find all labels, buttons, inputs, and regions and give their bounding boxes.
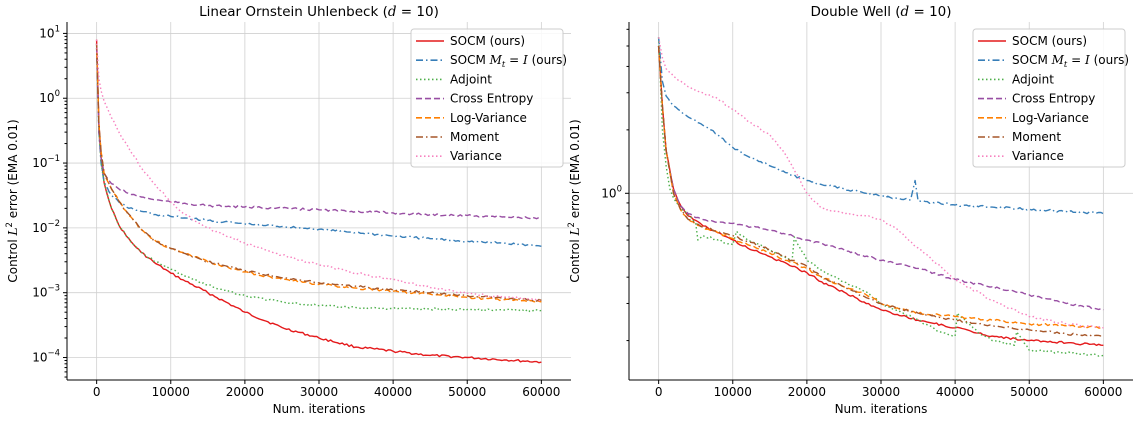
series-line-variance: [657, 37, 1104, 329]
x-tick-label: 60000: [522, 385, 560, 399]
y-tick-label: 10−4: [32, 349, 60, 365]
legend-label: Log-Variance: [1012, 111, 1089, 125]
series-line-socm-m-t-i-ours-: [95, 43, 542, 247]
x-tick-label: 20000: [226, 385, 264, 399]
legend-label: SOCM (ours): [1012, 34, 1087, 48]
y-axis-label: Control L2 error (EMA 0.01): [5, 119, 20, 282]
legend-frame: [410, 28, 564, 168]
series-line-cross-entropy: [657, 45, 1104, 311]
legend: SOCM (ours) SOCM Mt = I (ours) Adjoint Cros…: [410, 28, 567, 168]
legend: SOCM (ours) SOCM Mt = I (ours) Adjoint Cros…: [972, 28, 1129, 168]
legend-label: Variance: [1012, 149, 1064, 163]
legend-label: Variance: [450, 149, 502, 163]
legend-label: SOCM Mt = I (ours): [450, 53, 567, 70]
x-tick-label: 10000: [152, 385, 190, 399]
series-line-log-variance: [657, 45, 1104, 329]
series-line-moment: [95, 43, 542, 302]
legend-label: SOCM (ours): [450, 34, 525, 48]
legend-label: Cross Entropy: [450, 92, 533, 106]
x-tick-label: 10000: [714, 385, 752, 399]
legend-label: Adjoint: [1012, 72, 1054, 86]
chart-title: Linear Ornstein Uhlenbeck (d = 10): [199, 4, 439, 20]
y-axis-label: Control L2 error (EMA 0.01): [567, 119, 582, 282]
x-tick-label: 20000: [788, 385, 826, 399]
legend-label: Log-Variance: [450, 111, 527, 125]
x-axis-label: Num. iterations: [835, 402, 928, 416]
chart-panel-1: 0 10000 20000 30000 40000 50000 60000 10−4 10−3 1…: [5, 4, 571, 416]
series-line-cross-entropy: [95, 47, 542, 220]
x-tick-label: 60000: [1084, 385, 1122, 399]
x-tick-label: 40000: [374, 385, 412, 399]
x-tick-label: 0: [655, 385, 663, 399]
y-tick-label: 10−3: [32, 284, 60, 300]
y-tick-label: 100: [39, 89, 60, 105]
legend-frame: [972, 28, 1126, 168]
legend-label: Moment: [1012, 130, 1061, 144]
series-line-adjoint: [95, 47, 542, 313]
x-tick-label: 50000: [448, 385, 486, 399]
x-tick-label: 30000: [300, 385, 338, 399]
x-tick-label: 40000: [936, 385, 974, 399]
legend-label: Adjoint: [450, 72, 492, 86]
series-line-socm-ours-: [95, 39, 542, 364]
y-tick-label: 101: [39, 24, 60, 40]
series-line-variance: [95, 39, 542, 302]
x-tick-label: 30000: [862, 385, 900, 399]
legend-label: SOCM Mt = I (ours): [1012, 53, 1129, 70]
x-axis-label: Num. iterations: [273, 402, 366, 416]
y-tick-label: 100: [601, 184, 622, 200]
y-tick-label: 10−2: [32, 219, 60, 235]
y-tick-label: 10−1: [32, 154, 60, 170]
series-line-socm-m-t-i-ours-: [657, 37, 1104, 215]
series-line-adjoint: [657, 37, 1104, 357]
series-line-socm-ours-: [657, 45, 1104, 346]
series-line-moment: [657, 45, 1104, 337]
chart-panel-2: 0 10000 20000 30000 40000 50000 60000 100 Double…: [567, 4, 1133, 416]
x-tick-label: 0: [93, 385, 101, 399]
legend-label: Moment: [450, 130, 499, 144]
x-tick-label: 50000: [1010, 385, 1048, 399]
legend-label: Cross Entropy: [1012, 92, 1095, 106]
chart-title: Double Well (d = 10): [810, 4, 951, 20]
